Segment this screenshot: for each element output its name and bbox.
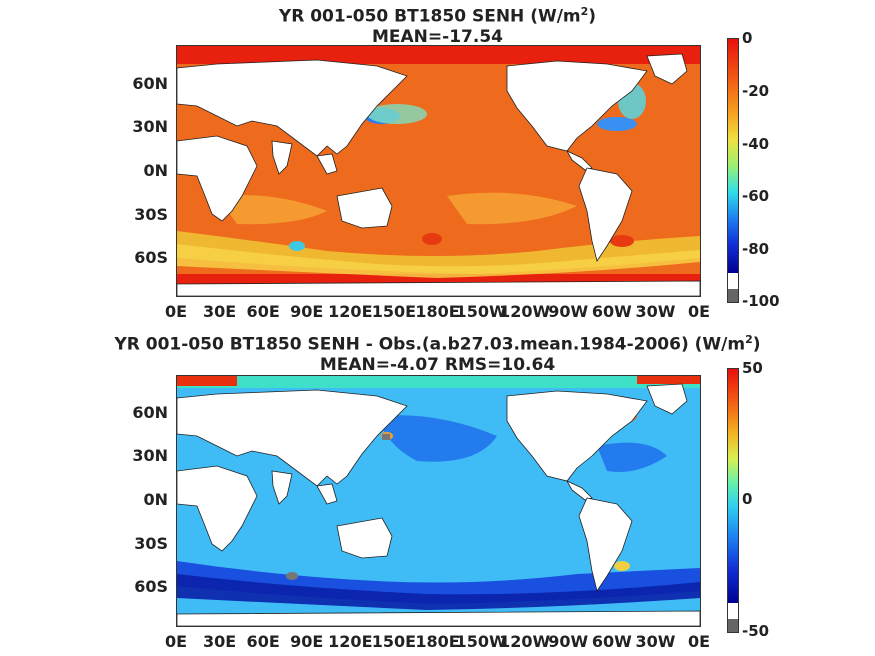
panel1-colorbar-tick: -80 <box>742 240 770 258</box>
panel1-lon-label: 150E <box>371 302 417 321</box>
panel1-title: YR 001-050 BT1850 SENH (W/m2) MEAN=-17.5… <box>278 5 597 47</box>
panel2-lon-label: 30E <box>202 632 237 651</box>
panel2-map <box>176 375 701 627</box>
panel2-lat-label: 60S <box>134 577 168 596</box>
panel1-colorbar-tick: -100 <box>742 292 780 310</box>
panel2-lon-label: 90E <box>290 632 324 651</box>
panel1-lon-label: 30E <box>202 302 237 321</box>
panel2-lon-label: 0E <box>164 632 188 651</box>
panel2-lon-label: 0E <box>687 632 711 651</box>
panel1-lon-label: 90E <box>290 302 324 321</box>
panel2-lon-label: 120E <box>328 632 373 651</box>
panel2-lon-label: 120W <box>499 632 551 651</box>
panel2-mean-rms: MEAN=-4.07 RMS=10.64 <box>319 354 556 375</box>
panel1-map <box>176 45 701 297</box>
panel2-lat-label: 30N <box>132 446 168 465</box>
panel1-lat-label: 30N <box>132 117 168 136</box>
panel2-title: YR 001-050 BT1850 SENH - Obs.(a.b27.03.m… <box>114 333 761 375</box>
panel1-lon-label: 30W <box>635 302 676 321</box>
panel1-lat-label: 60N <box>132 74 168 93</box>
panel2-lat-label: 0N <box>143 490 168 509</box>
panel2-lon-label: 60W <box>591 632 632 651</box>
panel1-colorbar-tick: -20 <box>742 82 770 100</box>
panel1-mean: MEAN=-17.54 <box>372 26 503 47</box>
panel2-colorbar <box>727 368 739 633</box>
panel1-lon-label: 180E <box>415 302 460 321</box>
panel2-colorbar-tick: 0 <box>742 490 753 508</box>
panel2-lon-label: 60E <box>246 632 280 651</box>
panel1-lon-label: 120E <box>328 302 373 321</box>
panel2-lon-label: 30W <box>635 632 676 651</box>
panel1-lon-label: 90W <box>548 302 589 321</box>
panel1-lat-label: 0N <box>143 161 168 180</box>
panel1-colorbar-tick: 0 <box>742 29 753 47</box>
panel2-lon-label: 180E <box>415 632 460 651</box>
panel2-lat-label: 30S <box>134 534 168 553</box>
panel2-colorbar-tick: 50 <box>742 359 763 377</box>
panel2-lon-label: 90W <box>548 632 589 651</box>
panel1-lon-label: 60W <box>591 302 632 321</box>
panel2-lat-label: 60N <box>132 403 168 422</box>
panel1-lon-label: 0E <box>687 302 711 321</box>
panel1-lon-label: 150W <box>455 302 507 321</box>
panel1-lon-label: 120W <box>499 302 551 321</box>
panel1-colorbar <box>727 38 739 303</box>
panel1-colorbar-tick: -40 <box>742 135 770 153</box>
panel2-lon-label: 150W <box>455 632 507 651</box>
panel2-colorbar-tick: -50 <box>742 622 770 640</box>
panel1-colorbar-tick: -60 <box>742 187 770 205</box>
panel1-lat-label: 60S <box>134 248 168 267</box>
panel1-lon-label: 60E <box>246 302 280 321</box>
panel1-lon-label: 0E <box>164 302 188 321</box>
panel1-lat-label: 30S <box>134 205 168 224</box>
panel2-lon-label: 150E <box>371 632 417 651</box>
